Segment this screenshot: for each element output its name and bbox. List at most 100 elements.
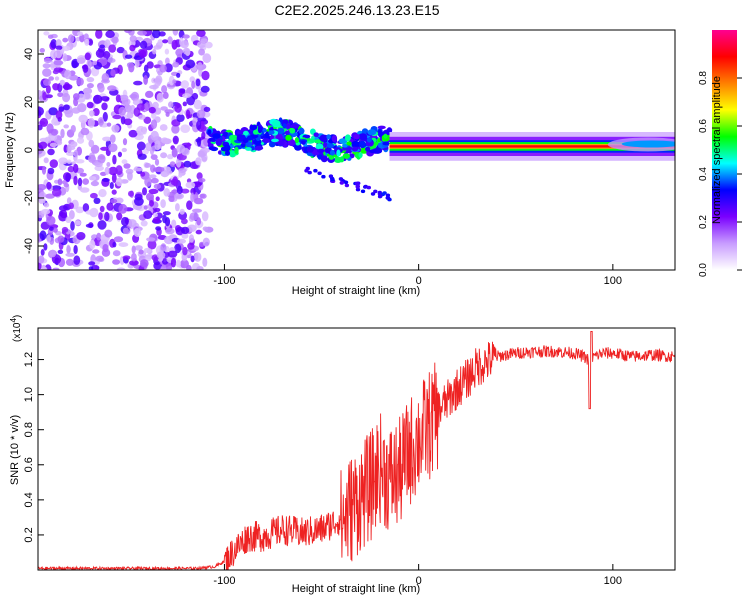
spectrogram-cell [175,203,180,212]
colorbar-tick-label: 0.8 [698,71,709,85]
spectrogram-cell [167,250,178,258]
spectrogram-cell [62,45,71,52]
spectrogram-cell [90,180,99,187]
spectrogram-cell [138,249,144,255]
spectrogram-cell [152,101,159,109]
spectrogram-cell [140,220,148,227]
spectrogram-cell [151,112,157,119]
spectrogram-cell [40,249,45,256]
spectrogram-cell [143,116,152,125]
snr-x-tick-label: 0 [416,575,422,587]
spectrogram-cell [160,152,168,159]
spectrogram-cell [140,171,146,177]
spectrogram-cell [148,188,159,195]
spectrogram-cell [38,141,48,149]
spectrogram-cell [328,174,334,178]
spectrogram-cell [313,132,319,137]
spectrogram-cell [95,30,103,39]
spectrogram-cell [317,171,322,176]
spectrogram-cell [383,133,388,139]
spectrogram-cell [46,234,51,243]
spectrogram-cell [66,197,72,205]
spectrogram-cell [64,110,74,118]
spectrogram-x-tick-label: 0 [416,275,422,287]
spectrogram-cell [197,150,205,158]
spectrogram-cell [367,129,377,136]
spectrogram-cell [73,149,79,158]
spectrogram-cell [229,134,238,141]
spectrogram-cell [185,109,191,120]
spectrogram-cell [127,190,134,197]
spectrogram-cell [104,229,113,238]
spectrogram-cell [39,230,47,241]
snr-plot-area [38,328,675,570]
spectrogram-cell [113,236,124,243]
spectrogram-cell [152,48,157,55]
spectrogram-cell [156,92,164,103]
spectrogram-cell [102,136,112,142]
spectrogram-cell [201,156,207,162]
spectrogram-cell [202,257,208,267]
spectrogram-cell [160,170,170,178]
spectrogram-cell [63,124,69,129]
spectrogram-cell [342,153,350,159]
spectrogram-cell [82,64,89,73]
spectrogram-cell [68,146,76,150]
spectrogram-cell [127,219,137,228]
spectrogram-cell [197,62,203,71]
spectrogram-cell [338,138,348,144]
spectrogram-cell [88,139,95,148]
spectrogram-cell [174,243,182,254]
spectrogram-cell [324,147,331,153]
spectrogram-cell [41,165,47,175]
spectrogram-cell [359,140,366,149]
spectrogram-cell [48,226,54,231]
spectrogram-cell [170,178,178,186]
spectrogram-cell [144,162,151,168]
spectrogram-cell [355,187,361,192]
spectrogram-cell [358,133,368,141]
spectrogram-cell [236,134,245,142]
spectrogram-cell [50,39,57,49]
spectrogram-cell [55,110,63,120]
spectrogram-y-tick-label: 0 [23,147,35,153]
spectrogram-cell [70,221,75,231]
spectrogram-cell [196,30,206,37]
spectrogram-cell [143,75,149,85]
spectrogram-cell [195,229,202,235]
spectrogram-cell [102,111,108,122]
spectrogram-cell [104,211,110,222]
spectrogram-cell [97,220,107,230]
spectrogram-cell [41,208,51,215]
spectrogram-cell [88,266,94,270]
spectrogram-cell [271,138,279,143]
spectrogram-cell [236,130,245,135]
spectrogram-cell [57,92,64,98]
spectrogram-cell [182,34,190,39]
spectrogram-cell [123,163,131,169]
spectrogram-cell [111,173,117,184]
spectrogram-cell [178,168,187,174]
spectrogram-cell [178,173,183,178]
spectrogram-cell [67,165,75,173]
spectrogram-cell [86,83,94,89]
spectrogram-cell [112,241,117,248]
spectrogram-cell [171,124,180,134]
spectrogram-cell [382,141,390,146]
spectrogram-cell [102,51,111,59]
snr-y-axis-label: SNR (10 * v/v) [9,415,21,485]
spectrogram-cell [317,148,325,153]
spectrogram-cell [79,172,87,177]
spectrogram-cell [313,168,318,173]
spectrogram-cell [108,143,118,153]
spectrogram-cell [162,91,169,99]
spectrogram-cell [241,144,246,148]
spectrogram-cell [169,161,176,168]
spectrogram-cell [268,141,276,148]
spectrogram-cell [182,101,187,107]
spectrogram-cell [326,134,331,140]
spectrogram-cell [129,35,137,43]
spectrogram-cell [249,125,258,131]
spectrogram-cell [57,178,63,186]
spectrogram-cell [101,73,110,83]
